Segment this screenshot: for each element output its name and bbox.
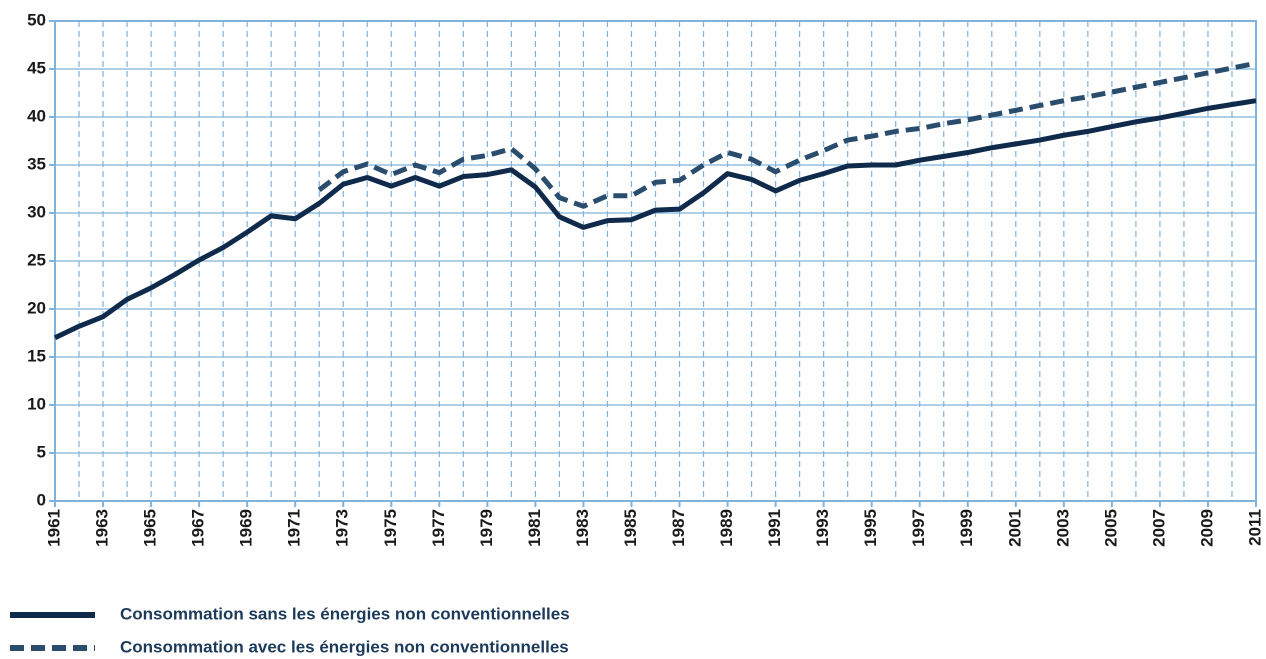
x-tick-label: 1969 xyxy=(237,509,256,547)
x-tick-label: 1973 xyxy=(333,509,352,547)
y-tick-label: 10 xyxy=(27,394,46,413)
x-tick-label: 1981 xyxy=(525,509,544,547)
x-tick-label: 2011 xyxy=(1245,509,1264,546)
x-tick-label: 1979 xyxy=(477,509,496,547)
x-tick-label: 1987 xyxy=(669,509,688,547)
x-tick-label: 1963 xyxy=(93,509,112,547)
x-tick-label: 1985 xyxy=(621,509,640,547)
x-tick-label: 1971 xyxy=(285,509,304,547)
y-tick-label: 15 xyxy=(27,346,46,365)
legend-label: Consommation avec les énergies non conve… xyxy=(120,637,569,656)
y-tick-label: 35 xyxy=(27,154,46,173)
x-tick-label: 1965 xyxy=(141,509,160,547)
x-tick-label: 1975 xyxy=(381,509,400,547)
x-tick-label: 2007 xyxy=(1149,509,1168,547)
y-tick-label: 25 xyxy=(27,250,46,269)
y-tick-label: 20 xyxy=(27,298,46,317)
x-tick-label: 2003 xyxy=(1053,509,1072,547)
y-tick-label: 40 xyxy=(27,106,46,125)
x-tick-label: 1977 xyxy=(429,509,448,547)
x-tick-label: 1993 xyxy=(813,509,832,547)
y-tick-label: 0 xyxy=(37,490,46,509)
x-tick-label: 2009 xyxy=(1197,509,1216,547)
y-tick-label: 50 xyxy=(27,10,46,29)
x-tick-label: 1995 xyxy=(861,509,880,547)
y-tick-label: 45 xyxy=(27,58,46,77)
x-tick-label: 1989 xyxy=(717,509,736,547)
x-tick-label: 1997 xyxy=(909,509,928,547)
x-tick-label: 1991 xyxy=(765,509,784,547)
series-line xyxy=(317,60,1257,209)
x-tick-label: 1961 xyxy=(44,509,63,547)
plot-frame xyxy=(54,20,1257,502)
series-line xyxy=(53,98,1257,341)
x-tick-label: 2001 xyxy=(1005,509,1024,547)
x-tick-label: 2005 xyxy=(1101,509,1120,547)
x-tick-label: 1983 xyxy=(573,509,592,547)
legend-label: Consommation sans les énergies non conve… xyxy=(120,604,570,623)
y-tick-label: 5 xyxy=(37,442,46,461)
x-tick-label: 1999 xyxy=(957,509,976,547)
x-tick-label: 1967 xyxy=(189,509,208,547)
y-tick-label: 30 xyxy=(27,202,46,221)
